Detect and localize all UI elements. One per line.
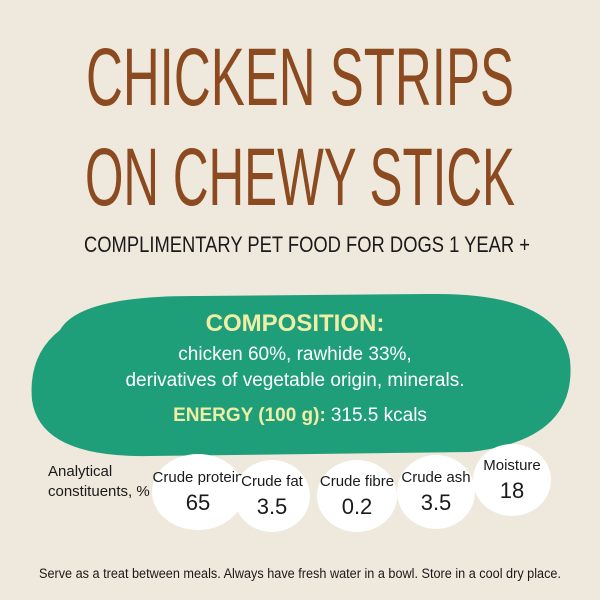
subtitle: COMPLIMENTARY PET FOOD FOR DOGS 1 YEAR +: [84, 232, 530, 257]
constituent-name: Crude fat: [241, 473, 304, 490]
energy-line: ENERGY (100 g): 315.5 kcals: [173, 405, 427, 426]
analytical-label: constituents, %: [48, 483, 150, 500]
title-line: CHICKEN STRIPS: [86, 32, 514, 123]
constituent-badge: [473, 444, 551, 516]
energy-label: ENERGY (100 g):: [173, 405, 326, 426]
constituent-value: 3.5: [421, 490, 452, 515]
constituent-name: Crude ash: [401, 469, 470, 486]
constituent-value: 0.2: [342, 494, 373, 519]
constituent-badge: [152, 454, 244, 530]
constituent-name: Moisture: [483, 457, 541, 474]
constituent-value: 3.5: [257, 494, 288, 519]
footer: Serve as a treat between meals. Always h…: [39, 566, 561, 581]
constituent-value: 18: [500, 478, 524, 503]
composition-line: derivatives of vegetable origin, mineral…: [125, 370, 464, 391]
constituent-badge: [234, 460, 310, 532]
constituent-badge: [397, 455, 475, 529]
composition-line: chicken 60%, rawhide 33%,: [178, 344, 411, 365]
constituent-name: Crude protein: [153, 469, 244, 486]
constituents: Crude protein 65 Crude fat 3.5 Crude fibre 0.…: [152, 444, 551, 532]
analytical-label: Analytical: [48, 463, 112, 480]
composition-heading: COMPOSITION:: [206, 310, 385, 337]
constituent-value: 65: [186, 490, 210, 515]
title-line: ON CHEWY STICK: [85, 132, 515, 223]
composition-panel: [31, 293, 571, 457]
constituent-badge: [317, 460, 397, 532]
constituent-name: Crude fibre: [320, 473, 394, 490]
energy-value: 315.5 kcals: [331, 405, 427, 426]
